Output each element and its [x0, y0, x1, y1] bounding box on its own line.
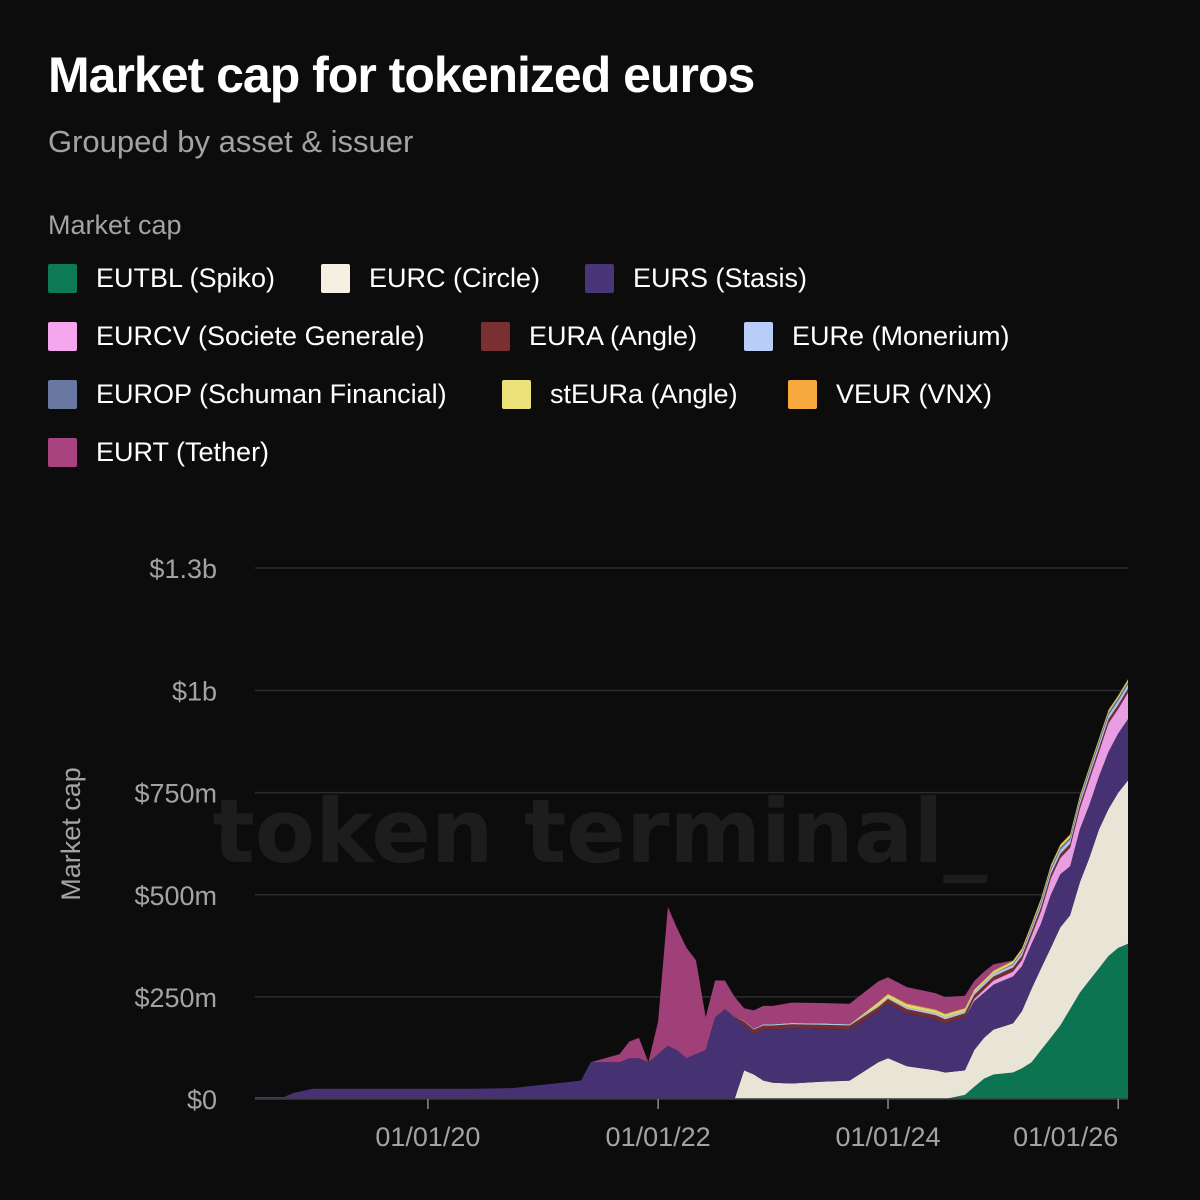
legend-label-eutbl: EUTBL (Spiko) [96, 262, 276, 293]
legend-label-veur: VEUR (VNX) [836, 378, 993, 409]
legend-swatch-steura [502, 379, 531, 409]
legend-item-eurt[interactable]: EURT (Tether) [48, 436, 269, 468]
stacked-areas [255, 679, 1128, 1099]
x-tick-label: 01/01/22 [606, 1122, 711, 1152]
legend-item-veur[interactable]: VEUR (VNX) [788, 378, 992, 410]
legend-item-steura[interactable]: stEURa (Angle) [502, 378, 738, 410]
legend-item-eurcv[interactable]: EURCV (Societe Generale) [48, 320, 425, 352]
legend-swatch-eurc [321, 263, 350, 293]
y-tick-label: $500m [134, 881, 217, 911]
legend-swatch-eure [744, 321, 773, 351]
area-series-eurt [255, 679, 1128, 1097]
legend-item-eurs[interactable]: EURS (Stasis) [585, 262, 807, 294]
y-axis-title: Market cap [56, 767, 86, 901]
legend-label-eura: EURA (Angle) [529, 320, 698, 351]
legend-label-eurcv: EURCV (Societe Generale) [96, 320, 425, 351]
y-tick-label: $1.3b [149, 554, 217, 584]
legend-item-eutbl[interactable]: EUTBL (Spiko) [48, 262, 275, 294]
legend-item-europ[interactable]: EUROP (Schuman Financial) [48, 378, 447, 410]
axes: $0 $250m $500m $750m $1b $1.3b 01/01/20 01/01/2… [134, 554, 1128, 1152]
watermark: token terminal_ [213, 780, 988, 883]
legend-swatch-eurcv [48, 321, 77, 351]
legend-swatch-europ [48, 379, 77, 409]
legend-swatch-eutbl [48, 263, 77, 293]
legend-swatch-eura [481, 321, 510, 351]
y-tick-label: $250m [134, 983, 217, 1013]
area-series-eutbl [255, 943, 1128, 1099]
legend-title: Market cap [48, 210, 182, 240]
x-tick-label: 01/01/20 [375, 1122, 480, 1152]
legend-label-steura: stEURa (Angle) [550, 378, 738, 409]
legend-swatch-veur [788, 379, 817, 409]
y-tick-label: $1b [172, 677, 217, 707]
chart-subtitle: Grouped by asset & issuer [48, 124, 414, 159]
legend-label-eurs: EURS (Stasis) [633, 262, 808, 293]
legend-label-eure: EURe (Monerium) [792, 320, 1010, 351]
y-tick-label: $0 [187, 1085, 217, 1115]
legend-swatch-eurt [48, 437, 77, 467]
x-tick-label: 01/01/24 [835, 1122, 940, 1152]
x-tick-label: 01/01/26 [1013, 1122, 1118, 1152]
y-tick-label: $750m [134, 779, 217, 809]
legend-label-eurt: EURT (Tether) [96, 436, 270, 467]
chart-title: Market cap for tokenized euros [48, 47, 755, 103]
legend-item-eure[interactable]: EURe (Monerium) [744, 320, 1010, 352]
legend-label-europ: EUROP (Schuman Financial) [96, 378, 447, 409]
legend-item-eurc[interactable]: EURC (Circle) [321, 262, 540, 294]
legend-label-eurc: EURC (Circle) [369, 262, 540, 293]
legend-swatch-eurs [585, 263, 614, 293]
legend-item-eura[interactable]: EURA (Angle) [481, 320, 697, 352]
